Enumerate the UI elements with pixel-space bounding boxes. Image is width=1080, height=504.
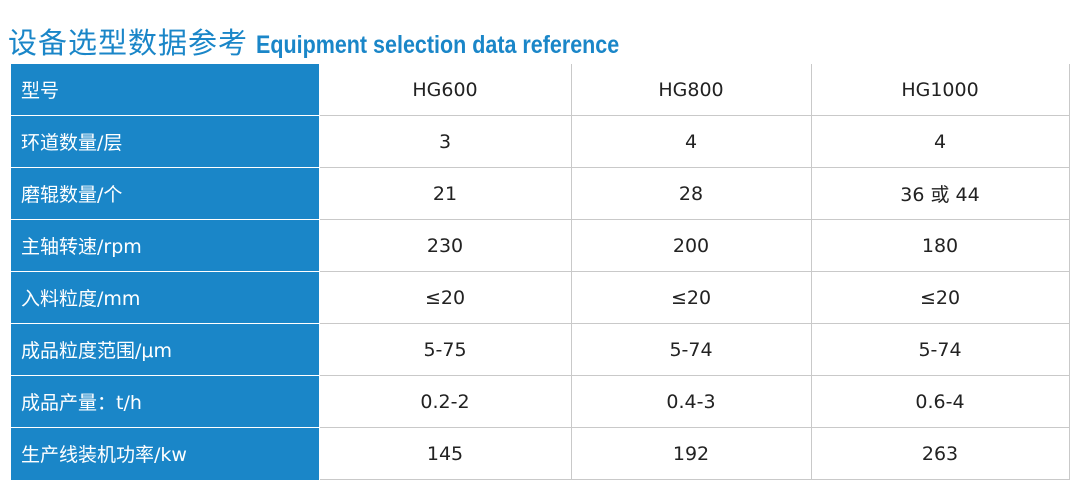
row-label: 成品产量：t/h [11, 375, 320, 428]
row-label: 型号 [11, 64, 320, 116]
table-row-ring-layers: 环道数量/层 3 4 4 [11, 115, 1070, 168]
cell-hg1000: HG1000 [810, 64, 1070, 116]
page-heading: 设备选型数据参考 Equipment selection data refere… [8, 20, 678, 60]
row-label: 成品粒度范围/μm [11, 323, 320, 376]
row-label: 磨辊数量/个 [11, 167, 320, 220]
cell-hg1000: 263 [810, 427, 1070, 480]
cell-hg600: 230 [318, 219, 572, 272]
table-row-model: 型号 HG600 HG800 HG1000 [11, 64, 1070, 116]
cell-hg1000: 5-74 [810, 323, 1070, 376]
row-label: 环道数量/层 [11, 115, 320, 168]
cell-hg600: 145 [318, 427, 572, 480]
table-row-installed-power: 生产线装机功率/kw 145 192 263 [11, 427, 1070, 480]
title-chinese: 设备选型数据参考 [8, 26, 249, 60]
table-row-roller-count: 磨辊数量/个 21 28 36 或 44 [11, 167, 1070, 220]
table-row-feed-size: 入料粒度/mm ≤20 ≤20 ≤20 [11, 271, 1070, 324]
cell-hg1000: 36 或 44 [810, 167, 1070, 220]
row-label: 主轴转速/rpm [11, 219, 320, 272]
cell-hg1000: 4 [810, 115, 1070, 168]
cell-hg600: 21 [318, 167, 572, 220]
cell-hg800: 28 [570, 167, 812, 220]
cell-hg800: 200 [570, 219, 812, 272]
cell-hg600: 5-75 [318, 323, 572, 376]
table-row-output: 成品产量：t/h 0.2-2 0.4-3 0.6-4 [11, 375, 1070, 428]
title-english: Equipment selection data reference [256, 31, 620, 59]
row-label: 入料粒度/mm [11, 271, 320, 324]
table-row-product-fineness: 成品粒度范围/μm 5-75 5-74 5-74 [11, 323, 1070, 376]
cell-hg1000: 180 [810, 219, 1070, 272]
cell-hg800: ≤20 [570, 271, 812, 324]
cell-hg800: 192 [570, 427, 812, 480]
table-row-spindle-speed: 主轴转速/rpm 230 200 180 [11, 219, 1070, 272]
cell-hg600: ≤20 [318, 271, 572, 324]
cell-hg800: HG800 [570, 64, 812, 116]
cell-hg600: 0.2-2 [318, 375, 572, 428]
row-label: 生产线装机功率/kw [11, 427, 320, 480]
cell-hg800: 5-74 [570, 323, 812, 376]
equipment-spec-table: 型号 HG600 HG800 HG1000 环道数量/层 3 4 4 磨辊数量/… [11, 64, 1070, 480]
cell-hg800: 0.4-3 [570, 375, 812, 428]
cell-hg600: 3 [318, 115, 572, 168]
cell-hg600: HG600 [318, 64, 572, 116]
cell-hg1000: 0.6-4 [810, 375, 1070, 428]
cell-hg800: 4 [570, 115, 812, 168]
cell-hg1000: ≤20 [810, 271, 1070, 324]
